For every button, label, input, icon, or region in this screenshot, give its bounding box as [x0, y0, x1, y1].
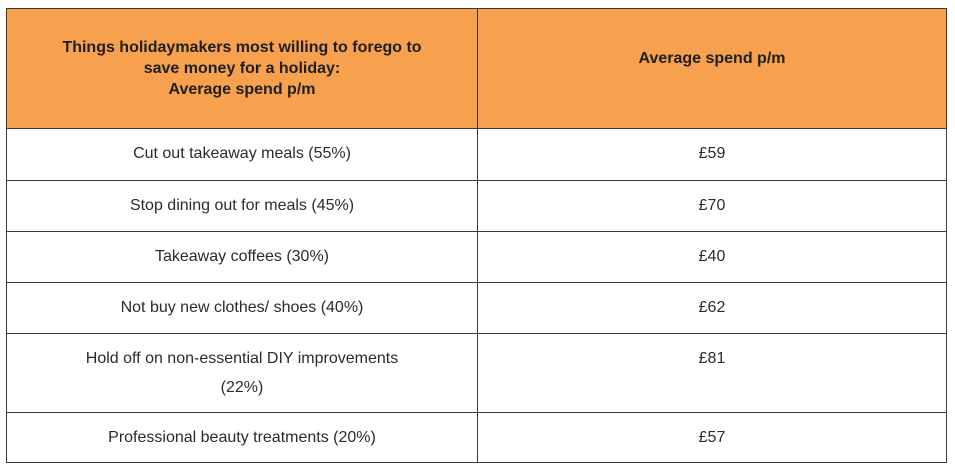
header-things-to-forego: Things holidaymakers most willing to for… [6, 8, 478, 129]
table-header-row: Things holidaymakers most willing to for… [6, 8, 947, 129]
item-line: (22%) [220, 379, 264, 396]
item-cell: Hold off on non-essential DIY improvemen… [6, 333, 478, 413]
table-row: Takeaway coffees (30%) £40 [6, 231, 947, 283]
header-line: Things holidaymakers most willing to for… [62, 39, 422, 56]
table-row: Not buy new clothes/ shoes (40%) £62 [6, 282, 947, 334]
table-row: Cut out takeaway meals (55%) £59 [6, 128, 947, 181]
spend-cell: £57 [477, 412, 947, 463]
spend-cell: £62 [477, 282, 947, 334]
table-row: Stop dining out for meals (45%) £70 [6, 180, 947, 232]
item-cell: Professional beauty treatments (20%) [6, 412, 478, 463]
item-cell: Cut out takeaway meals (55%) [6, 128, 478, 181]
table-row: Hold off on non-essential DIY improvemen… [6, 333, 947, 413]
item-cell: Stop dining out for meals (45%) [6, 180, 478, 232]
item-cell: Takeaway coffees (30%) [6, 231, 478, 283]
spend-cell: £59 [477, 128, 947, 181]
header-average-spend: Average spend p/m [477, 8, 947, 129]
table-row: Professional beauty treatments (20%) £57 [6, 412, 947, 463]
savings-table: Things holidaymakers most willing to for… [6, 8, 947, 463]
item-line: Hold off on non-essential DIY improvemen… [85, 350, 399, 367]
header-line: save money for a holiday: [143, 60, 341, 77]
spend-cell: £81 [477, 333, 947, 413]
spend-cell: £40 [477, 231, 947, 283]
item-cell: Not buy new clothes/ shoes (40%) [6, 282, 478, 334]
header-line: Average spend p/m [168, 81, 316, 98]
savings-table-container: Things holidaymakers most willing to for… [6, 8, 947, 463]
spend-cell: £70 [477, 180, 947, 232]
